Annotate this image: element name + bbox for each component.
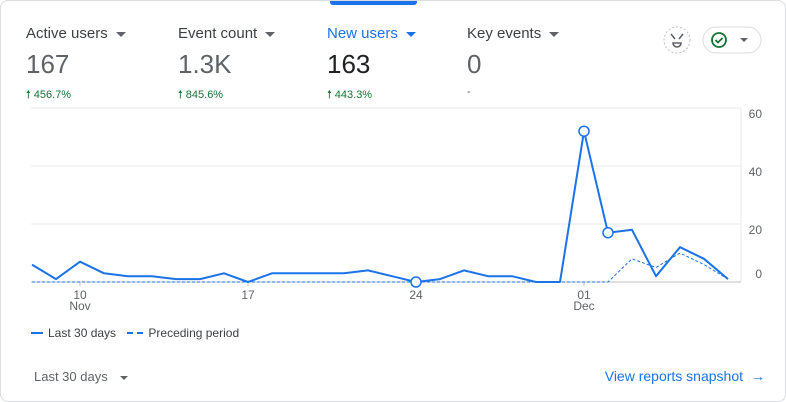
metric-value: 0: [467, 49, 482, 79]
legend-swatch: [127, 331, 144, 334]
up-arrow: 🠕: [26, 89, 34, 101]
period-label: Last 30 days: [34, 369, 108, 384]
metric-label: Event count: [178, 25, 258, 42]
caret: [549, 31, 560, 37]
metric-value: 1.3K: [178, 49, 232, 79]
snapshot-link[interactable]: View reports snapshot →: [605, 368, 765, 384]
legend-label: Preceding period: [148, 325, 240, 340]
caret: [115, 31, 126, 37]
x-month-label: Nov: [69, 299, 90, 313]
highlight-point: [410, 276, 422, 288]
insights-button[interactable]: [663, 26, 691, 54]
y-tick-label: 0: [755, 267, 762, 281]
period-dropdown[interactable]: Last 30 days: [34, 369, 128, 384]
metric-value: 163: [327, 49, 371, 79]
y-tick-label: 60: [749, 107, 763, 121]
x-tick-label: 10: [73, 288, 87, 302]
metric-value: 167: [26, 49, 70, 79]
x-month-label: Dec: [573, 299, 594, 313]
metric-label: Active users: [26, 25, 108, 42]
highlight-point: [602, 226, 614, 239]
series-line: [31, 130, 729, 283]
compare-button[interactable]: [702, 26, 762, 54]
metric-label: New users: [327, 25, 398, 42]
y-tick-label: 20: [749, 223, 763, 237]
link-label: View reports snapshot: [604, 368, 743, 384]
legend-label: Last 30 days: [48, 325, 117, 340]
caret: [119, 375, 128, 380]
y-tick-label: 40: [749, 165, 763, 179]
metric-change: 456.7%: [33, 89, 72, 101]
caret: [405, 31, 416, 37]
metric-label: Key events: [467, 25, 542, 42]
metric-change: -: [467, 86, 471, 98]
highlight-point: [578, 125, 590, 137]
up-arrow: 🠕: [178, 89, 186, 101]
metric-change: 845.6%: [185, 89, 224, 101]
legend-swatch: [31, 331, 43, 334]
x-tick-label: 17: [241, 288, 255, 302]
x-tick-label: 24: [409, 288, 423, 302]
selected-indicator: [330, 1, 417, 5]
arrow-icon: →: [751, 368, 765, 384]
x-tick-label: 01: [577, 288, 591, 302]
legend: Last 30 days Preceding period: [31, 325, 239, 340]
metric-change: 443.3%: [334, 89, 373, 101]
up-arrow: 🠕: [327, 89, 335, 101]
caret: [265, 31, 276, 37]
series-line: [32, 252, 729, 283]
